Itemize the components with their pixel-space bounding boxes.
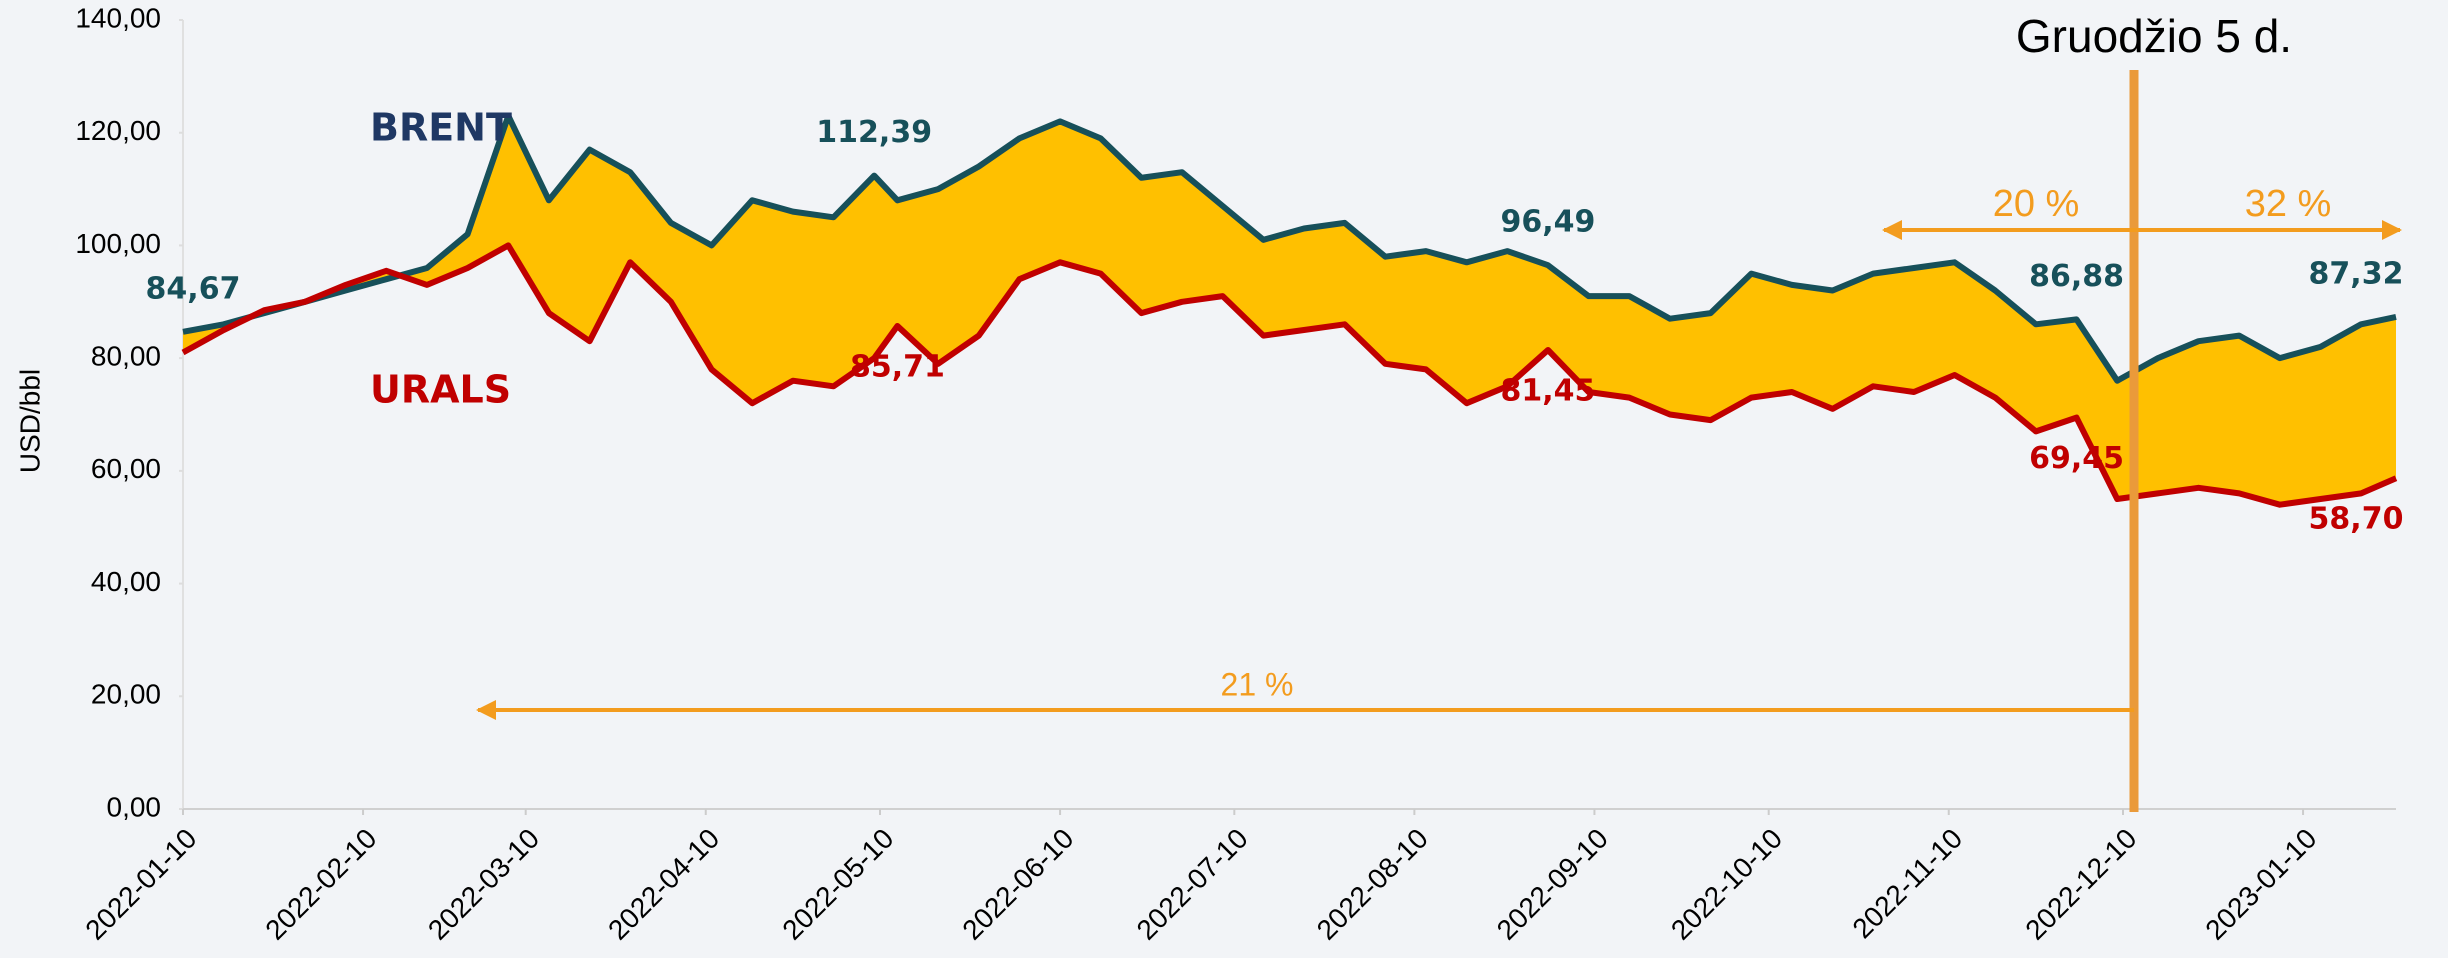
y-tick-label: 100,00 <box>75 228 161 259</box>
x-tick-label: 2023-01-10 <box>2199 823 2322 946</box>
annotation: 32 % <box>2245 183 2332 225</box>
x-tick-label: 2022-07-10 <box>1131 823 1254 946</box>
data-label: 87,32 <box>2309 256 2404 291</box>
series-label: URALS <box>370 368 511 412</box>
series-line <box>181 242 2398 508</box>
data-label: 58,70 <box>2309 502 2404 537</box>
y-tick-label: 40,00 <box>91 566 161 597</box>
x-tick-label: 2022-09-10 <box>1491 823 1614 946</box>
data-label: 85,71 <box>850 349 945 384</box>
data-label: 86,88 <box>2029 259 2124 294</box>
x-tick-label: 2022-06-10 <box>956 823 1079 946</box>
series-line <box>182 112 2397 384</box>
y-tick-label: 0,00 <box>107 791 162 822</box>
y-tick-label: 60,00 <box>91 453 161 484</box>
spread-area <box>183 115 2396 505</box>
y-axis-title: USD/bbl <box>14 369 45 473</box>
data-label: 96,49 <box>1501 205 1596 240</box>
x-tick-label: 2022-12-10 <box>2019 823 2142 946</box>
x-tick-label: 2022-10-10 <box>1665 823 1788 946</box>
data-label: 69,45 <box>2029 441 2124 476</box>
data-label: 81,45 <box>1501 373 1596 408</box>
series-label: BRENT <box>370 106 512 150</box>
annotation: 20 % <box>1993 183 2080 225</box>
date-marker-label: Gruodžio 5 d. <box>2016 10 2292 62</box>
x-tick-label: 2022-08-10 <box>1311 823 1434 946</box>
y-tick-label: 120,00 <box>75 115 161 146</box>
annotation: 21 % <box>1221 666 1294 702</box>
y-tick-label: 80,00 <box>91 341 161 372</box>
y-tick-label: 20,00 <box>91 679 161 710</box>
x-tick-label: 2022-11-10 <box>1846 823 1968 945</box>
data-label: 112,39 <box>816 115 932 150</box>
y-tick-label: 140,00 <box>75 2 161 33</box>
data-label: 84,67 <box>146 271 241 306</box>
x-tick-label: 2022-03-10 <box>422 823 545 946</box>
x-tick-label: 2022-01-10 <box>79 823 202 946</box>
x-tick-label: 2022-04-10 <box>602 823 725 946</box>
x-tick-label: 2022-02-10 <box>259 823 382 946</box>
x-tick-label: 2022-05-10 <box>776 823 899 946</box>
